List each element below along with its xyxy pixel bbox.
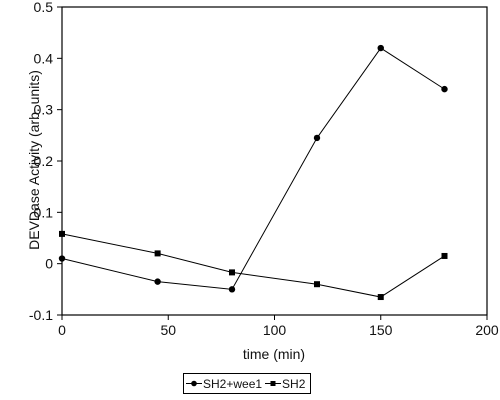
data-point-sh2-wee1 <box>228 286 236 293</box>
data-point-sh2 <box>377 294 384 301</box>
x-tick-label: 200 <box>475 322 499 338</box>
x-tick-label: 100 <box>263 322 287 338</box>
data-point-sh2-wee1 <box>58 255 66 262</box>
x-axis-title: time (min) <box>243 346 305 362</box>
y-tick-label: 0.3 <box>34 102 54 118</box>
legend-swatch-square-icon <box>265 381 282 386</box>
legend-item-sh2-wee1: SH2+wee1 <box>186 377 262 391</box>
y-tick-label: 0.5 <box>34 0 54 15</box>
legend-label-sh2: SH2 <box>282 376 306 391</box>
series-line-sh2 <box>61 233 445 298</box>
y-tick-label: 0.4 <box>34 50 54 66</box>
y-tick-label: -0.1 <box>29 307 53 323</box>
series-line-sh2-wee1 <box>61 47 445 290</box>
x-tick-label: 50 <box>160 322 176 338</box>
y-axis-title: DEVDase Activity (arb. units) <box>26 70 42 250</box>
y-tick-label: 0 <box>45 256 53 272</box>
x-tick-label: 0 <box>58 322 66 338</box>
data-point-sh2-wee1 <box>377 44 384 52</box>
data-point-sh2 <box>441 252 448 259</box>
data-point-sh2 <box>154 250 161 257</box>
data-point-sh2-wee1 <box>441 85 448 93</box>
data-point-sh2 <box>59 230 65 237</box>
legend-swatch-circle-icon <box>186 380 202 387</box>
y-tick-label: 0.1 <box>34 204 54 220</box>
y-tick-label: 0.2 <box>34 153 54 169</box>
legend-label-sh2-wee1: SH2+wee1 <box>203 376 263 391</box>
data-point-sh2-wee1 <box>313 134 321 142</box>
data-point-sh2 <box>229 269 235 276</box>
legend-item-sh2: SH2 <box>265 377 305 391</box>
data-point-sh2 <box>314 281 320 288</box>
plot-area-frame <box>61 6 488 316</box>
data-point-sh2-wee1 <box>154 278 161 285</box>
x-tick-label: 150 <box>369 322 393 338</box>
legend: SH2+wee1 SH2 <box>183 373 311 394</box>
